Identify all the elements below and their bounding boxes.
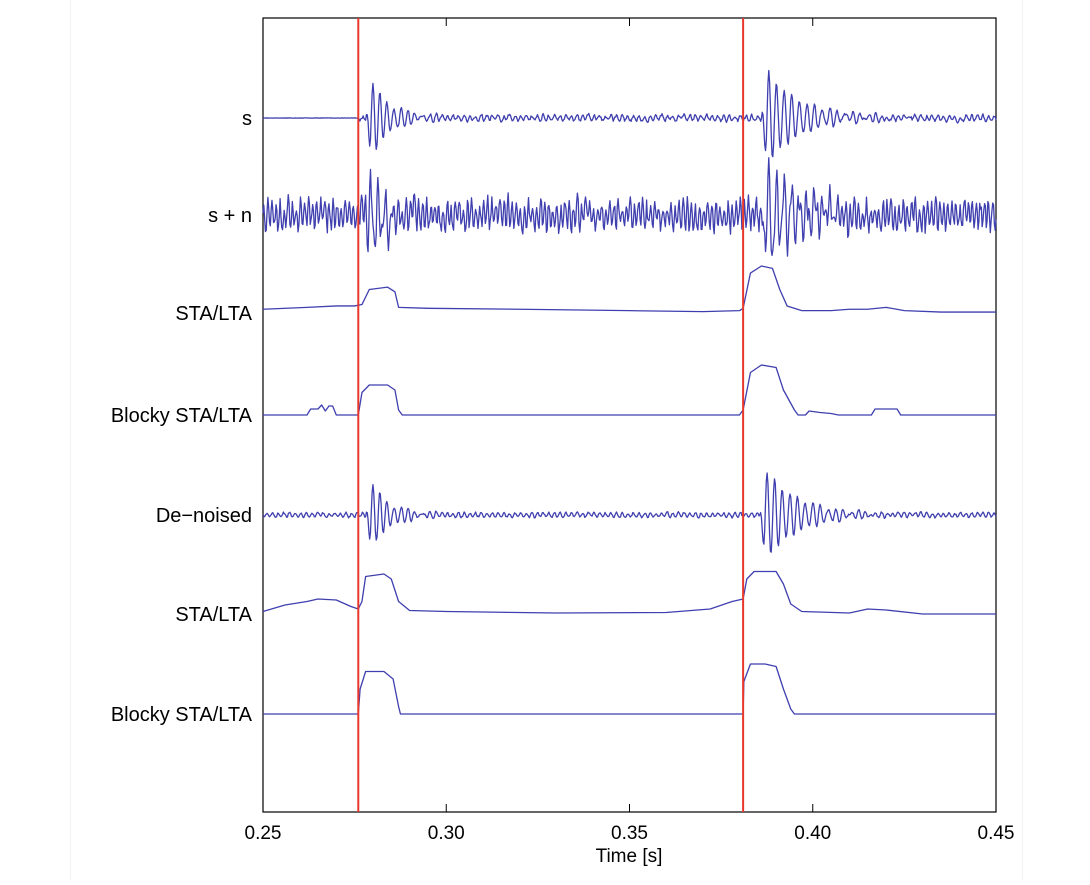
x-tick-label: 0.25	[245, 823, 282, 844]
page-edge-left	[70, 0, 71, 880]
marker-group	[357, 18, 745, 812]
trace-line-2	[262, 157, 997, 257]
x-tick-label: 0.45	[978, 823, 1015, 844]
trace-line-7	[263, 663, 996, 715]
trace-line-1	[262, 69, 997, 158]
x-tick-label: 0.35	[611, 823, 648, 844]
x-tick-label: 0.40	[794, 823, 831, 844]
trace-label-4: Blocky STA/LTA	[111, 405, 253, 427]
page-edge-right	[1022, 0, 1023, 880]
trace-line-6	[262, 570, 996, 615]
trace-line-5	[262, 472, 997, 553]
trace-line-4	[263, 364, 996, 416]
trace-label-1: s	[242, 108, 252, 130]
trace-label-3: STA/LTA	[175, 303, 252, 325]
x-tick-group: 0.25 0.30 0.35 0.40 0.45	[245, 18, 1015, 844]
trace-label-2: s + n	[208, 205, 252, 227]
trace-label-7: Blocky STA/LTA	[111, 704, 253, 726]
x-tick-label: 0.30	[428, 823, 465, 844]
trace-label-5: De−noised	[156, 505, 252, 527]
trace-line-3	[262, 265, 996, 313]
trace-group	[262, 69, 997, 715]
trace-label-6: STA/LTA	[175, 604, 252, 626]
x-axis-label: Time [s]	[596, 846, 663, 867]
trace-label-group: s s + n STA/LTA Blocky STA/LTA De−noised STA/…	[111, 108, 253, 726]
